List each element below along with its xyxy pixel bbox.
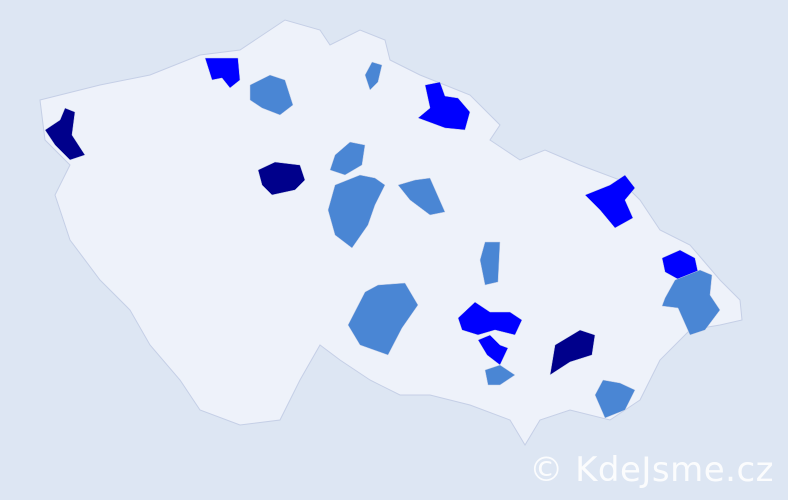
region-mid[interactable] [457,301,523,336]
watermark: © KdeJsme.cz [529,450,774,490]
region-low[interactable] [249,74,294,116]
region-low[interactable] [484,364,516,386]
region-mid[interactable] [584,174,636,229]
region-low[interactable] [364,61,383,91]
region-mid[interactable] [417,81,471,131]
region-low[interactable] [327,174,386,249]
region-high[interactable] [549,329,596,376]
region-low[interactable] [661,269,721,336]
region-low[interactable] [329,141,366,176]
region-low[interactable] [397,177,446,216]
region-mid[interactable] [204,57,241,89]
region-high[interactable] [44,107,86,161]
country-outline [39,19,743,446]
region-mid[interactable] [477,334,509,366]
region-low[interactable] [594,379,636,419]
region-high[interactable] [257,161,306,196]
region-low[interactable] [347,282,419,356]
region-low[interactable] [479,241,501,286]
